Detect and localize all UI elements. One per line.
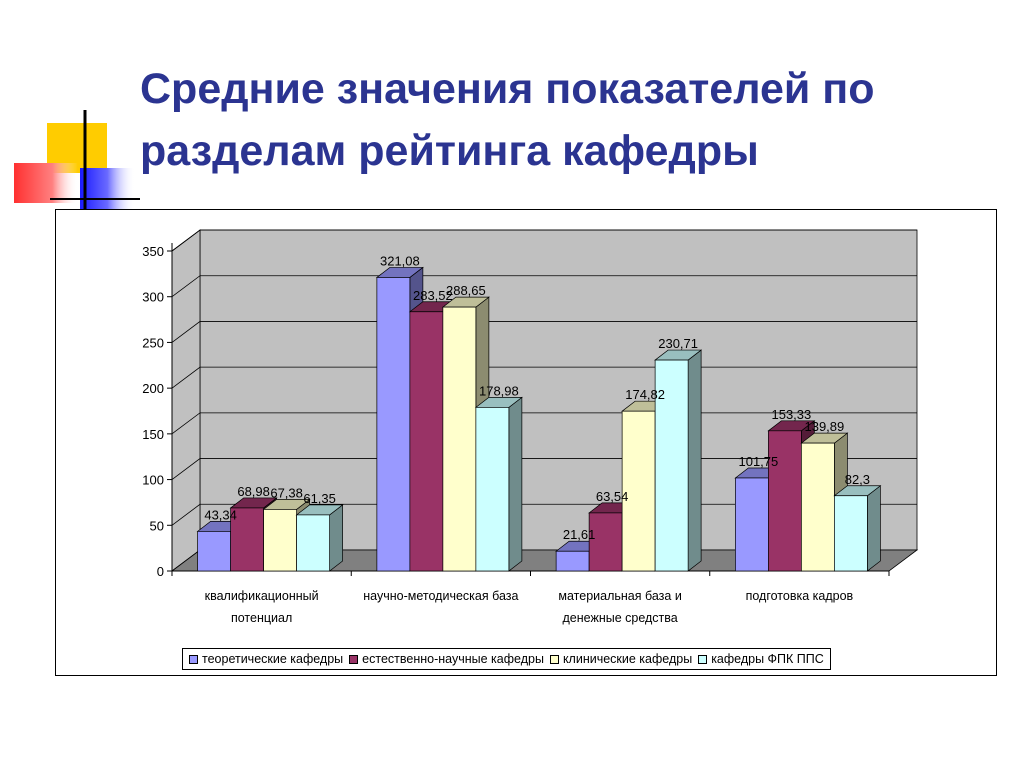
data-label: 67,38 xyxy=(270,485,303,500)
category-label: квалификационный xyxy=(205,589,319,603)
bar xyxy=(296,514,330,572)
legend-item: кафедры ФПК ППС xyxy=(698,652,824,666)
data-label: 174,82 xyxy=(625,387,665,402)
category-label: денежные средства xyxy=(563,611,678,625)
slide-title-line-1: Средние значения показателей по xyxy=(140,65,875,113)
legend-item: естественно-научные кафедры xyxy=(349,652,544,666)
gridline xyxy=(171,321,917,343)
slide-title: Средние значения показателей по разделам… xyxy=(140,58,1000,182)
data-label: 82,3 xyxy=(845,472,870,487)
legend-swatch xyxy=(698,654,708,664)
bar xyxy=(834,495,868,572)
bar xyxy=(555,550,590,572)
bar xyxy=(654,359,689,572)
bar xyxy=(621,410,656,572)
bar xyxy=(768,430,802,572)
legend-swatch xyxy=(549,654,559,664)
data-label: 139,89 xyxy=(804,419,844,434)
y-tick-label: 0 xyxy=(157,564,164,579)
data-label: 283,52 xyxy=(413,288,453,303)
data-label: 230,71 xyxy=(658,336,698,351)
bar-side xyxy=(867,485,881,572)
y-tick-label: 200 xyxy=(142,381,164,396)
data-label: 288,65 xyxy=(446,283,486,298)
category-label: потенциал xyxy=(231,611,292,625)
category-label: подготовка кадров xyxy=(746,589,854,603)
y-tick-label: 150 xyxy=(142,427,164,442)
chart-legend: теоретические кафедры естественно-научные… xyxy=(182,648,831,670)
category-label: материальная база и xyxy=(558,589,681,603)
bar xyxy=(801,442,835,572)
bar-side xyxy=(329,504,343,572)
legend-item: теоретические кафедры xyxy=(189,652,343,666)
y-tick-label: 350 xyxy=(142,244,164,259)
bar xyxy=(263,509,297,572)
bar xyxy=(230,507,264,572)
data-label: 321,08 xyxy=(380,253,420,268)
bar xyxy=(442,306,477,572)
y-tick-label: 100 xyxy=(142,473,164,488)
corner-decoration xyxy=(14,110,140,212)
data-label: 178,98 xyxy=(479,383,519,398)
data-label: 153,33 xyxy=(771,407,811,422)
data-label: 101,75 xyxy=(738,454,778,469)
slide-title-line-2: разделам рейтинга кафедры xyxy=(140,127,759,175)
y-tick-label: 50 xyxy=(150,518,164,533)
bar xyxy=(735,477,769,572)
legend-label: клинические кафедры xyxy=(562,652,693,666)
chart-side-wall xyxy=(171,229,201,572)
data-label: 61,35 xyxy=(303,491,336,506)
data-label: 63,54 xyxy=(596,489,629,504)
chart-frame: 0 50 100 150 200 250 300 350 43,34 68,98 67,38 61,3… xyxy=(55,209,997,676)
gridline xyxy=(171,229,917,252)
legend-label: естественно-научные кафедры xyxy=(362,652,544,666)
data-label: 68,98 xyxy=(237,484,270,499)
data-label: 43,34 xyxy=(204,507,237,522)
bar xyxy=(376,277,411,572)
data-label: 21,61 xyxy=(563,527,596,542)
bar xyxy=(475,407,510,572)
bar xyxy=(409,311,444,572)
legend-label: теоретические кафедры xyxy=(202,652,344,666)
bar-side xyxy=(508,396,523,572)
legend-label: кафедры ФПК ППС xyxy=(711,652,824,666)
category-label: научно-методическая база xyxy=(363,589,518,603)
legend-swatch xyxy=(189,654,198,664)
y-tick-label: 300 xyxy=(142,290,164,305)
bar-side xyxy=(687,349,702,572)
legend-item: клинические кафедры xyxy=(549,652,693,666)
y-tick-label: 250 xyxy=(142,335,164,350)
bar xyxy=(197,531,231,572)
legend-swatch xyxy=(349,654,359,664)
gridline xyxy=(171,275,917,298)
